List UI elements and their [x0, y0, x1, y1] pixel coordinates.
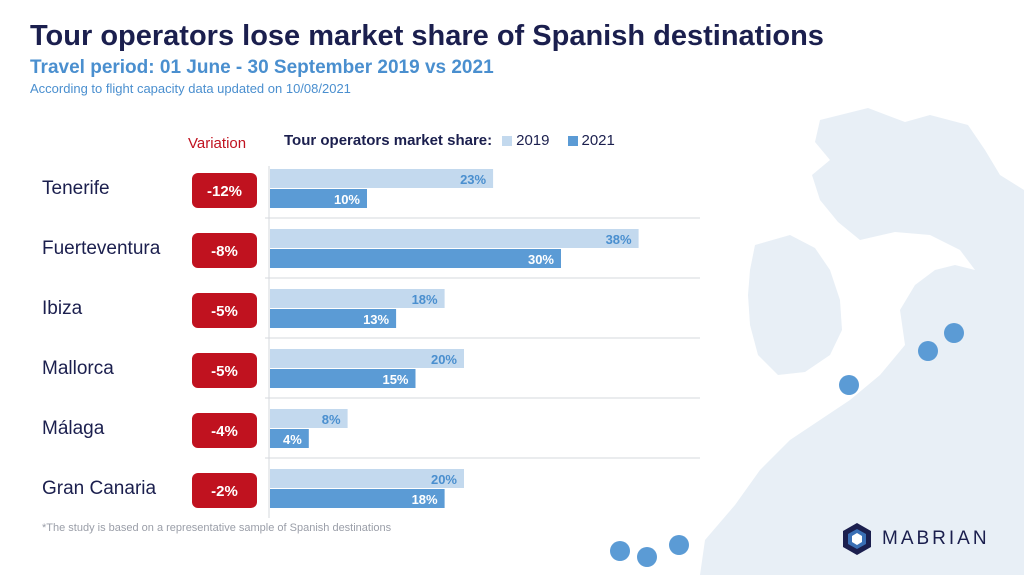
data-label-2019-gran-canaria: 20% — [431, 472, 457, 487]
variation-label-mallorca: -5% — [211, 363, 238, 380]
brand-logo: MABRIAN — [840, 522, 990, 556]
footnote: *The study is based on a representative … — [42, 522, 392, 534]
legend: Tour operators market share: 2019 2021 — [284, 132, 633, 149]
category-label-fuerteventura: Fuerteventura — [42, 238, 161, 259]
map-marker-icon — [944, 323, 964, 343]
map-marker-icon — [839, 375, 859, 395]
bar-2021-m-laga — [270, 429, 309, 448]
data-note: According to flight capacity data update… — [30, 81, 351, 96]
data-label-2021-tenerife: 10% — [334, 192, 360, 207]
category-label-tenerife: Tenerife — [42, 178, 110, 199]
data-label-2019-mallorca: 20% — [431, 352, 457, 367]
variation-badge-tenerife — [192, 173, 257, 208]
logo-text: MABRIAN — [882, 528, 990, 549]
legend-text-2021: 2021 — [581, 132, 615, 149]
bar-2019-mallorca — [270, 349, 464, 368]
variation-badge-mallorca — [192, 353, 257, 388]
bar-2021-ibiza — [270, 309, 397, 328]
data-label-2019-fuerteventura: 38% — [606, 232, 632, 247]
data-label-2019-ibiza: 18% — [412, 292, 438, 307]
category-label-m-laga: Málaga — [42, 418, 105, 439]
data-label-2021-gran-canaria: 18% — [412, 492, 438, 507]
legend-label: Tour operators market share: — [284, 132, 493, 149]
bar-2019-gran-canaria — [270, 469, 464, 488]
bar-2021-tenerife — [270, 189, 367, 208]
mabrian-hexagon-icon — [843, 523, 871, 555]
variation-badge-fuerteventura — [192, 233, 257, 268]
bar-2021-fuerteventura — [270, 249, 561, 268]
legend-item-2021: 2021 — [567, 132, 615, 149]
bar-2021-gran-canaria — [270, 489, 445, 508]
variation-label-m-laga: -4% — [211, 423, 238, 440]
variation-header: Variation — [188, 135, 247, 152]
data-label-2021-fuerteventura: 30% — [528, 252, 554, 267]
variation-label-gran-canaria: -2% — [211, 483, 238, 500]
legend-text-2019: 2019 — [516, 132, 550, 149]
variation-badge-ibiza — [192, 293, 257, 328]
map-marker-icon — [610, 541, 630, 561]
variation-badge-m-laga — [192, 413, 257, 448]
legend-swatch-2021 — [567, 135, 578, 146]
variation-label-fuerteventura: -8% — [211, 243, 238, 260]
chart-subtitle: Travel period: 01 June - 30 September 20… — [30, 57, 494, 78]
category-label-ibiza: Ibiza — [42, 298, 83, 319]
category-label-gran-canaria: Gran Canaria — [42, 478, 156, 499]
legend-item-2019: 2019 — [502, 132, 550, 149]
legend-swatch-2019 — [502, 135, 513, 146]
data-label-2019-tenerife: 23% — [460, 172, 486, 187]
variation-badge-gran-canaria — [192, 473, 257, 508]
bar-2019-m-laga — [270, 409, 348, 428]
chart-title: Tour operators lose market share of Span… — [30, 20, 824, 52]
bar-2019-ibiza — [270, 289, 445, 308]
category-label-mallorca: Mallorca — [42, 358, 114, 379]
data-label-2021-mallorca: 15% — [382, 372, 408, 387]
map-marker-icon — [918, 341, 938, 361]
data-label-2021-ibiza: 13% — [363, 312, 389, 327]
bar-2019-fuerteventura — [270, 229, 639, 248]
variation-label-tenerife: -12% — [207, 183, 242, 200]
data-label-2021-m-laga: 4% — [283, 432, 302, 447]
variation-label-ibiza: -5% — [211, 303, 238, 320]
map-marker-icon — [669, 535, 689, 555]
data-label-2019-m-laga: 8% — [322, 412, 341, 427]
bar-2019-tenerife — [270, 169, 494, 188]
map-marker-icon — [637, 547, 657, 567]
bar-2021-mallorca — [270, 369, 416, 388]
